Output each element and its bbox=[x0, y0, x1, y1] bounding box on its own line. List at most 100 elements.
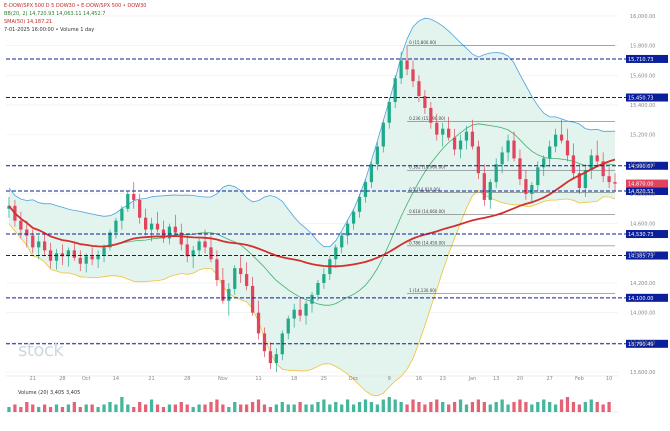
volume-bar bbox=[25, 402, 29, 412]
y-tick-label: 15,800.00 bbox=[630, 44, 655, 50]
y-tick-label: 14,800.00 bbox=[630, 192, 655, 198]
legend-date: 7-01-2025 16:00:00 • Volume 1 day bbox=[4, 27, 95, 33]
candle-body bbox=[227, 288, 231, 301]
x-tick-label: 23 bbox=[440, 376, 446, 382]
volume-bar bbox=[245, 404, 249, 412]
candle-body bbox=[274, 354, 278, 364]
legend-bollinger: BB(20, 2) 14,720.93 14,063.11 14,452.7 bbox=[4, 11, 106, 17]
bollinger-lower-band bbox=[8, 189, 616, 397]
legend: E-DOW/SPX 500 D 5 DOW30 • E-DOW/SPX 500 … bbox=[4, 2, 147, 34]
candle-body bbox=[559, 134, 564, 141]
volume-bar bbox=[571, 402, 576, 412]
fib-label: 0.5 (14,810.00) bbox=[409, 187, 441, 192]
level-tag bbox=[626, 293, 668, 302]
y-tick-label: 15,600.00 bbox=[630, 73, 655, 79]
volume-bar bbox=[542, 399, 546, 412]
candle-body bbox=[494, 164, 498, 183]
candle-body bbox=[429, 107, 433, 123]
x-tick-label: 21 bbox=[30, 376, 36, 382]
volume-bar bbox=[262, 404, 267, 412]
candle-body bbox=[500, 152, 504, 165]
volume-bar bbox=[346, 399, 350, 412]
candle-body bbox=[524, 179, 528, 194]
candle-body bbox=[447, 128, 451, 138]
volume-label: Volume (20) 3,405 3,405 bbox=[18, 390, 81, 396]
candle-body bbox=[512, 140, 516, 159]
level-tag bbox=[626, 54, 668, 63]
volume-bar bbox=[179, 402, 183, 412]
volume-bar bbox=[607, 402, 611, 412]
x-tick-label: 10 bbox=[606, 376, 612, 382]
volume-bar bbox=[19, 407, 23, 412]
candle-body bbox=[589, 155, 593, 171]
x-tick-label: Jan bbox=[468, 376, 477, 382]
candle-body bbox=[90, 256, 94, 260]
volume-bar bbox=[530, 404, 534, 412]
volume-bar bbox=[583, 402, 587, 412]
volume-bar bbox=[405, 404, 409, 412]
candle-body bbox=[375, 146, 379, 165]
level-tag bbox=[626, 161, 668, 170]
candle-body bbox=[143, 217, 148, 230]
y-tick-label: 15,400.00 bbox=[630, 103, 655, 109]
candle-body bbox=[571, 155, 576, 174]
volume-bar bbox=[298, 402, 302, 412]
x-tick-label: Oct bbox=[82, 376, 91, 382]
candle-body bbox=[19, 220, 23, 230]
volume-bar bbox=[601, 404, 605, 412]
candle-body bbox=[298, 309, 302, 316]
candle-body bbox=[470, 131, 475, 147]
y-tick-label: 14,000.00 bbox=[630, 311, 655, 317]
volume-bar bbox=[429, 402, 433, 412]
candle-body bbox=[441, 128, 445, 135]
volume-bar bbox=[191, 407, 195, 412]
volume-bar bbox=[155, 404, 160, 412]
volume-bar bbox=[227, 407, 231, 412]
candle-body bbox=[340, 235, 344, 248]
watermark-logo: stock bbox=[18, 340, 64, 361]
volume-bar bbox=[114, 404, 118, 412]
volume-bar bbox=[553, 404, 558, 412]
candle-body bbox=[393, 78, 397, 102]
level-label: 14,100.00 bbox=[628, 296, 653, 302]
candle-body bbox=[262, 333, 267, 352]
y-tick-label: 14,200.00 bbox=[630, 281, 655, 287]
candle-body bbox=[423, 96, 427, 108]
volume-bars bbox=[6, 397, 618, 413]
volume-bar bbox=[506, 404, 510, 412]
current-price-label: 14,870.00 bbox=[628, 182, 653, 188]
level-label: 15,450.73 bbox=[628, 96, 653, 102]
x-axis: 21 28 Oct 14 21 28 Nov 11 18 25 Dec 9 16 23 Jan 13 20 27 F… bbox=[6, 375, 618, 382]
candle-body bbox=[114, 220, 118, 233]
candle-body bbox=[173, 226, 177, 233]
candle-body bbox=[363, 182, 368, 197]
candle-body bbox=[506, 140, 510, 153]
level-label: 15,710.73 bbox=[628, 57, 653, 63]
fib-label: 0.618 (14,660.00) bbox=[409, 209, 446, 214]
volume-bar bbox=[565, 397, 570, 412]
volume-bar bbox=[524, 402, 528, 412]
bollinger-band-fill bbox=[9, 18, 615, 396]
candle-body bbox=[322, 274, 326, 283]
candle-body bbox=[108, 232, 112, 248]
level-tag bbox=[626, 230, 668, 239]
volume-bar bbox=[351, 404, 356, 412]
volume-bar bbox=[548, 402, 552, 412]
candle-body bbox=[583, 170, 587, 189]
volume-bar bbox=[393, 399, 397, 412]
volume-bar bbox=[37, 407, 41, 412]
candle-body bbox=[464, 131, 469, 141]
candle-body bbox=[221, 280, 225, 301]
volume-bar bbox=[138, 402, 142, 412]
volume-bar bbox=[60, 407, 65, 412]
volume-bar bbox=[363, 399, 368, 412]
volume-bar bbox=[197, 404, 201, 412]
candle-body bbox=[351, 211, 356, 224]
candle-body bbox=[138, 199, 142, 218]
candle-body bbox=[179, 232, 183, 245]
x-tick-label: Feb bbox=[575, 376, 584, 382]
level-label: 14,530.73 bbox=[628, 232, 653, 238]
y-tick-label: 14,400.00 bbox=[630, 251, 655, 257]
candle-body bbox=[613, 182, 617, 184]
